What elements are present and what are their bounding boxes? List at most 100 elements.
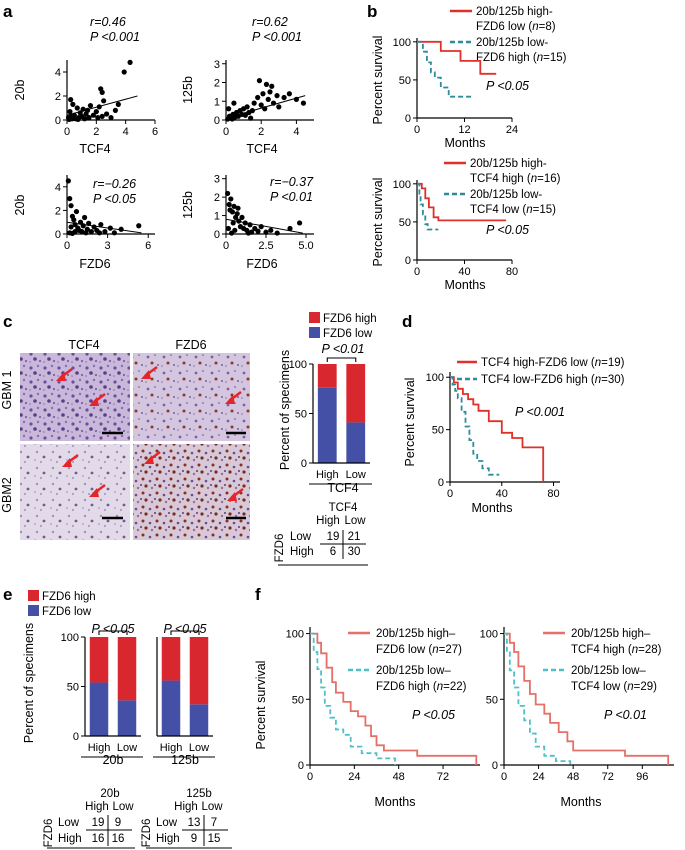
y-tick-label: 4 bbox=[55, 67, 61, 79]
x-tick-label: 24 bbox=[506, 124, 518, 136]
bar-category-label: Low bbox=[189, 742, 209, 754]
y-tick-label: 50 bbox=[486, 694, 498, 706]
x-tick-label: 0 bbox=[64, 126, 70, 138]
data-point bbox=[93, 109, 99, 115]
logrank-p: P <0.05 bbox=[486, 79, 529, 93]
data-point bbox=[72, 229, 78, 235]
data-point bbox=[68, 203, 74, 209]
trend-line bbox=[225, 218, 303, 234]
table-cell: 6 bbox=[330, 546, 336, 558]
x-tick-label: 4 bbox=[123, 126, 129, 138]
data-point bbox=[225, 225, 231, 232]
table-col-high: High bbox=[174, 801, 198, 813]
data-point bbox=[232, 227, 238, 233]
survival-curve-high bbox=[417, 182, 507, 222]
x-tick-label: 2 bbox=[258, 126, 264, 138]
y-tick-label: 100 bbox=[61, 632, 79, 644]
data-point bbox=[71, 217, 77, 223]
data-point bbox=[297, 220, 303, 226]
data-point bbox=[98, 221, 104, 228]
km-legend: 20b/125b high- FZD6 low (n=8) 20b/125b l… bbox=[450, 6, 567, 64]
legend-text: FZD6 low (n=8) bbox=[476, 21, 556, 33]
km-fzd6-panel-f: Months P <0.05 20b/125b high– FZD6 low (… bbox=[286, 627, 480, 809]
km-tcf4-panel-b: Percent survival Months P <0.05 20b/125b… bbox=[371, 158, 561, 292]
table-row-header: FZD6 bbox=[274, 534, 286, 563]
data-point bbox=[136, 223, 142, 229]
bar-segment-fzd6-low bbox=[117, 700, 137, 736]
data-point bbox=[274, 230, 280, 236]
red-arrow-icon bbox=[56, 368, 73, 381]
y-tick-label: 0 bbox=[405, 113, 411, 125]
data-point bbox=[83, 230, 89, 236]
logrank-p: P <0.01 bbox=[604, 708, 647, 722]
stacked-bar-charts-e: High Low High Low 0 50 100 bbox=[61, 630, 215, 758]
y-tick-label: 0 bbox=[73, 731, 79, 743]
y-tick-label: 4 bbox=[55, 182, 61, 194]
correlation-r: r=−0.26 bbox=[93, 177, 136, 191]
data-point bbox=[87, 103, 94, 109]
contingency-table-20b: 20b High Low FZD6 Low High 19 9 16 16 bbox=[43, 788, 135, 849]
data-point bbox=[95, 115, 101, 121]
red-arrow-icon bbox=[62, 454, 79, 467]
panel-label-b: b bbox=[367, 2, 377, 21]
table-title: 20b bbox=[100, 788, 119, 800]
x-tick-label: 24 bbox=[532, 771, 544, 783]
survival-curve-low bbox=[417, 182, 439, 231]
data-point bbox=[82, 214, 88, 221]
km-fzd6-panel-b: Percent survival Months P <0.05 20b/125b… bbox=[371, 6, 567, 150]
x-tick-label: 48 bbox=[393, 771, 405, 783]
data-point bbox=[68, 224, 74, 230]
y-tick-label: 0 bbox=[438, 477, 444, 489]
survival-curve-low bbox=[417, 40, 473, 98]
x-axis-label: TCF4 bbox=[79, 142, 110, 156]
legend-swatch-high bbox=[28, 590, 39, 601]
y-axis-label: 20b bbox=[13, 80, 27, 101]
x-tick-label: 0 bbox=[447, 488, 453, 500]
group-label: 125b bbox=[171, 753, 199, 767]
table-cell: 19 bbox=[92, 817, 105, 829]
data-point bbox=[225, 190, 231, 197]
significance-bracket bbox=[98, 630, 128, 635]
bar-segment-fzd6-low bbox=[161, 680, 181, 736]
y-tick-label: 50 bbox=[399, 217, 411, 229]
data-point bbox=[260, 91, 266, 97]
correlation-p: P <0.01 bbox=[270, 190, 313, 204]
contingency-table-c: TCF4 High Low FZD6 Low High 19 21 6 30 bbox=[274, 502, 368, 566]
bar-legend-c: FZD6 high FZD6 low bbox=[309, 312, 377, 340]
bar-segment-fzd6-low bbox=[89, 682, 109, 736]
data-point bbox=[75, 116, 81, 122]
legend-text: 20b/125b high- bbox=[476, 6, 553, 18]
y-tick-label: 0 bbox=[298, 760, 304, 772]
table-row-label: High bbox=[58, 833, 82, 845]
data-point bbox=[226, 106, 232, 112]
column-label-fzd6: FZD6 bbox=[175, 338, 206, 352]
data-point bbox=[111, 230, 117, 236]
y-axis-label: Percent survival bbox=[403, 378, 417, 467]
contingency-table-125b: 125b High Low FZD6 Low High 13 7 9 15 bbox=[141, 788, 232, 849]
data-point bbox=[244, 104, 250, 110]
x-tick-label: 6 bbox=[145, 240, 151, 252]
data-point bbox=[67, 109, 73, 115]
legend-label-high: FZD6 high bbox=[42, 591, 96, 603]
y-tick-label: 1 bbox=[214, 96, 220, 108]
x-tick-label: 0 bbox=[501, 771, 507, 783]
y-axis-label: Percent survival bbox=[371, 178, 385, 267]
legend-text: TCF4 low (n=29) bbox=[571, 681, 657, 693]
y-tick-label: 50 bbox=[67, 682, 79, 694]
y-tick-label: 0 bbox=[492, 760, 498, 772]
x-tick-label: 0 bbox=[307, 771, 313, 783]
table-cell: 30 bbox=[348, 546, 361, 558]
x-tick-label: 80 bbox=[506, 266, 518, 278]
survival-curve-high bbox=[450, 376, 545, 482]
table-cell: 16 bbox=[112, 833, 125, 845]
table-col-low: Low bbox=[112, 801, 134, 813]
trend-line bbox=[225, 95, 306, 119]
data-point bbox=[99, 89, 105, 95]
data-point bbox=[230, 220, 236, 226]
x-tick-label: 0 bbox=[414, 266, 420, 278]
y-tick-label: 50 bbox=[432, 425, 444, 437]
y-tick-label: 100 bbox=[289, 359, 307, 371]
survival-curve-high bbox=[504, 632, 670, 765]
data-point bbox=[227, 207, 233, 213]
